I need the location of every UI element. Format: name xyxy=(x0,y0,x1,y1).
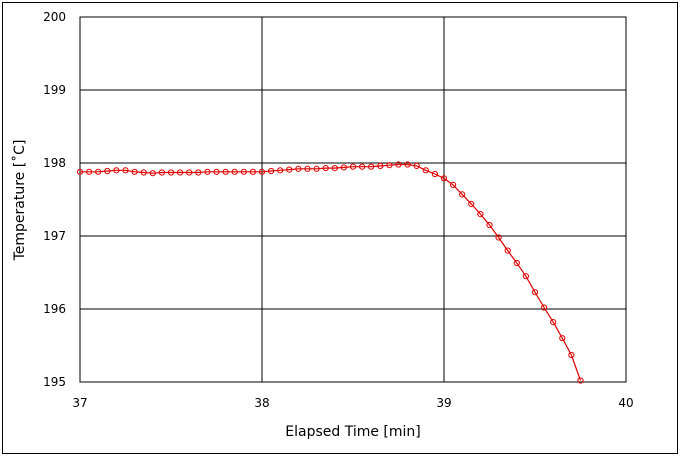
data-point xyxy=(222,168,229,175)
data-point xyxy=(240,168,247,175)
data-point xyxy=(177,169,184,176)
data-point xyxy=(158,169,165,176)
data-point xyxy=(76,168,84,175)
data-point xyxy=(450,181,457,188)
data-point xyxy=(313,165,320,172)
data-point xyxy=(422,167,429,174)
data-point xyxy=(495,234,502,241)
y-tick-label: 196 xyxy=(43,302,66,316)
data-point xyxy=(477,211,484,218)
data-point xyxy=(531,289,539,296)
x-tick-label: 37 xyxy=(72,396,87,410)
data-point xyxy=(167,169,175,176)
data-point xyxy=(204,168,211,175)
x-tick-label: 40 xyxy=(618,396,633,410)
data-point xyxy=(522,273,530,280)
data-point xyxy=(268,167,275,175)
data-point xyxy=(113,167,120,174)
series-group xyxy=(76,161,584,384)
data-point xyxy=(104,167,111,175)
data-point xyxy=(368,163,375,170)
data-point xyxy=(459,191,466,198)
data-point xyxy=(541,304,548,311)
data-point xyxy=(186,169,193,176)
x-tick-label: 38 xyxy=(254,396,269,410)
data-point xyxy=(340,164,347,171)
data-point xyxy=(331,165,338,172)
y-tick-label: 200 xyxy=(43,10,66,24)
data-point xyxy=(149,170,156,177)
data-point xyxy=(277,167,284,174)
data-point xyxy=(504,247,511,254)
data-point xyxy=(440,175,448,182)
x-tick-labels: 37 38 39 40 xyxy=(72,396,633,410)
data-point xyxy=(468,200,475,207)
data-point xyxy=(404,161,411,168)
y-axis-label: Temperature [˚C] xyxy=(11,140,28,262)
data-point xyxy=(213,168,220,175)
data-point xyxy=(286,166,293,173)
data-point xyxy=(249,168,256,175)
data-point xyxy=(95,168,102,175)
data-point xyxy=(431,170,438,178)
y-tick-label: 197 xyxy=(43,229,66,243)
plot-area xyxy=(79,16,627,383)
data-point xyxy=(568,351,575,359)
data-point xyxy=(122,167,129,174)
x-axis-label: Elapsed Time [min] xyxy=(285,424,420,440)
y-tick-label: 195 xyxy=(43,375,66,389)
data-point xyxy=(386,162,393,169)
data-point xyxy=(359,163,366,170)
data-point xyxy=(304,165,311,172)
y-tick-label: 198 xyxy=(43,156,66,170)
y-tick-label: 199 xyxy=(43,83,66,97)
data-point xyxy=(550,319,557,326)
data-point xyxy=(140,169,147,176)
data-point xyxy=(559,335,566,342)
data-point xyxy=(577,377,584,384)
data-point xyxy=(322,165,329,172)
data-point xyxy=(349,163,357,170)
data-point xyxy=(486,221,493,229)
data-point xyxy=(258,168,266,175)
data-point xyxy=(295,165,302,172)
data-point xyxy=(231,168,238,175)
x-tick-label: 39 xyxy=(436,396,451,410)
data-point xyxy=(86,168,93,175)
y-tick-labels: 195 196 197 198 199 200 xyxy=(43,10,66,389)
data-point xyxy=(377,162,384,169)
data-point xyxy=(395,161,402,168)
data-point xyxy=(513,259,520,267)
gridlines xyxy=(80,17,626,382)
data-point xyxy=(131,168,138,175)
data-point xyxy=(413,162,420,169)
data-point xyxy=(195,169,202,176)
